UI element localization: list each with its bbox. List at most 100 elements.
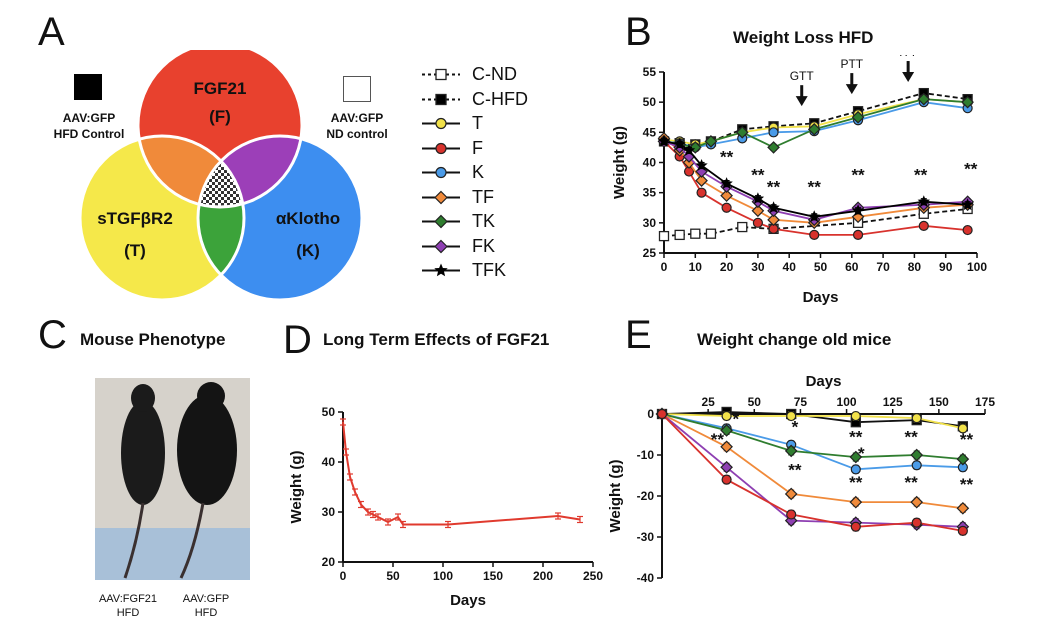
data-point — [956, 501, 970, 515]
data-point — [850, 410, 861, 422]
legend-item-f: F — [420, 138, 483, 159]
data-point — [735, 125, 749, 139]
panel-b-title: Weight Loss HFD — [733, 28, 874, 47]
annotation-arrow-head — [902, 72, 915, 83]
legend-swatch — [422, 93, 460, 105]
y-tick-label: 30 — [643, 216, 657, 230]
y-tick-label: 45 — [643, 125, 657, 139]
legend-marker — [434, 263, 448, 277]
significance-stars: * — [792, 417, 799, 436]
data-point — [695, 174, 708, 187]
data-point — [910, 448, 924, 462]
mouse-right-body — [177, 395, 237, 505]
x-tick-label: 150 — [929, 395, 949, 409]
x-tick-label: 150 — [483, 569, 503, 583]
x-axis-label: Days — [803, 289, 839, 306]
data-point — [720, 177, 733, 189]
x-tick-label: 40 — [783, 260, 797, 274]
data-point — [721, 410, 732, 422]
x-tick-label: 25 — [701, 395, 715, 409]
data-point — [751, 192, 765, 204]
data-point — [807, 122, 821, 136]
data-point — [768, 127, 779, 138]
y-tick-label: 40 — [643, 156, 657, 170]
legend-item-k: K — [420, 162, 484, 183]
legend-marker — [435, 166, 447, 179]
x-tick-label: 70 — [876, 260, 890, 274]
data-point — [851, 204, 865, 216]
hfd-control-square — [74, 74, 102, 100]
y-tick-label: -10 — [637, 448, 655, 462]
y-tick-label: -20 — [637, 489, 655, 503]
legend-label: TFK — [472, 260, 506, 280]
mouse-left-caption: AAV:FGF21 HFD — [88, 592, 168, 621]
data-point — [767, 213, 780, 227]
significance-stars: ** — [851, 166, 865, 185]
data-point — [911, 460, 922, 471]
series-line — [661, 413, 963, 460]
series-line — [661, 413, 964, 532]
significance-stars: * — [733, 409, 740, 428]
series-line — [342, 421, 581, 526]
mouse-photo — [95, 378, 250, 580]
legend-marker — [434, 190, 448, 204]
x-tick-label: 20 — [720, 260, 734, 274]
legend-label: TF — [472, 186, 494, 207]
panel-e-title: Weight change old mice — [697, 330, 892, 349]
data-point — [852, 229, 864, 240]
data-point — [682, 143, 696, 156]
legend-item-tk: TK — [420, 211, 495, 232]
data-point — [786, 509, 797, 520]
significance-stars: ** — [751, 166, 765, 185]
data-point — [695, 159, 708, 171]
series-line — [661, 411, 964, 428]
data-point — [752, 217, 763, 228]
data-point — [690, 228, 701, 239]
series-fk — [655, 407, 970, 534]
legend-label: T — [472, 113, 483, 133]
series-line — [661, 413, 963, 471]
series-line — [663, 208, 968, 237]
legend-label: K — [472, 162, 485, 182]
x-tick-label: 50 — [386, 569, 400, 583]
series-f — [658, 136, 973, 240]
data-point — [809, 229, 820, 240]
chart-d-long-term: 20 30 40 50 0 50 100 150 200 250 Days Weight (g) — [288, 405, 603, 609]
data-point — [917, 92, 931, 106]
x-tick-label: 50 — [814, 260, 828, 274]
data-point — [658, 230, 670, 242]
series-line — [663, 98, 968, 149]
annotation-itt: ITT — [899, 55, 918, 59]
legend-label: F — [472, 137, 483, 158]
x-tick-label: 125 — [883, 395, 903, 409]
y-tick-label: 50 — [643, 95, 657, 109]
data-point — [957, 423, 968, 434]
significance-stars: ** — [788, 461, 802, 480]
x-tick-label: 100 — [967, 260, 987, 274]
x-tick-label: 50 — [748, 395, 762, 409]
legend-swatch — [422, 190, 460, 204]
legend-label: FK — [472, 235, 496, 256]
mouse-left-tail — [123, 502, 145, 579]
x-tick-label: 0 — [340, 569, 347, 583]
legend-swatch — [422, 263, 460, 277]
panel-letter-b: B — [625, 10, 652, 54]
data-point — [784, 444, 798, 458]
data-point — [849, 450, 863, 464]
legend-item-c-hfd: C-HFD — [420, 89, 528, 110]
panel-letter-d: D — [283, 318, 312, 362]
venn-f-abbr: (F) — [209, 107, 231, 126]
significance-stars: ** — [808, 178, 822, 197]
mouse-right-tail — [179, 502, 205, 579]
data-point — [721, 474, 732, 485]
panel-letter-a: A — [38, 10, 65, 54]
data-point — [720, 424, 733, 437]
data-point — [957, 525, 968, 536]
annotation-arrow-head — [845, 84, 858, 95]
annotation-gtt: GTT — [790, 69, 815, 83]
x-tick-label: 250 — [583, 569, 603, 583]
nd-control-line2: ND control — [326, 127, 388, 142]
photo-blue-pad — [95, 528, 250, 580]
data-point — [737, 221, 748, 233]
x-tick-label: 80 — [908, 260, 922, 274]
